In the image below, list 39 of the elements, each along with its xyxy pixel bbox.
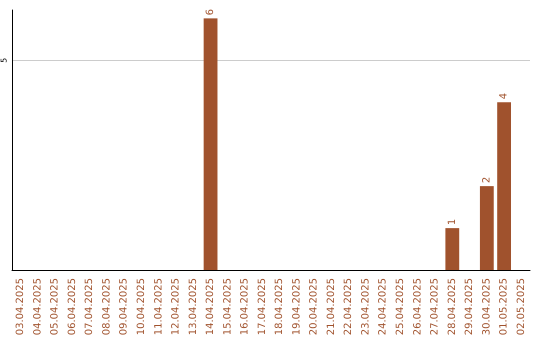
data-label: 1 bbox=[446, 218, 458, 226]
x-tick-label: 23.04.2025 bbox=[360, 278, 372, 336]
x-tick-label: 01.05.2025 bbox=[498, 278, 510, 336]
x-tick-label: 29.04.2025 bbox=[464, 278, 476, 336]
x-tick-label: 11.04.2025 bbox=[153, 278, 164, 336]
x-tick-label: 24.04.2025 bbox=[378, 278, 389, 336]
x-tick-label: 10.04.2025 bbox=[136, 278, 147, 336]
x-tick-label: 30.04.2025 bbox=[481, 278, 492, 336]
y-tick-label: 5 bbox=[0, 58, 8, 63]
bar bbox=[445, 228, 460, 270]
bar bbox=[204, 18, 218, 270]
x-tick-label: 26.04.2025 bbox=[412, 278, 424, 336]
data-label: 6 bbox=[205, 9, 216, 16]
x-tick-label: 03.04.2025 bbox=[15, 278, 26, 336]
x-tick-label: 06.04.2025 bbox=[66, 278, 78, 336]
x-tick-label: 25.04.2025 bbox=[395, 278, 406, 336]
x-tick-label: 17.04.2025 bbox=[256, 278, 268, 336]
x-tick-label: 02.05.2025 bbox=[516, 278, 527, 336]
bar bbox=[480, 186, 494, 270]
x-tick-label: 13.04.2025 bbox=[188, 278, 199, 336]
x-tick-label: 04.04.2025 bbox=[32, 278, 44, 336]
x-tick-label: 22.04.2025 bbox=[343, 278, 354, 336]
x-tick-label: 15.04.2025 bbox=[222, 278, 234, 336]
x-tick-label: 19.04.2025 bbox=[291, 278, 302, 336]
data-label: 2 bbox=[481, 176, 492, 184]
x-tick-label: 20.04.2025 bbox=[308, 278, 320, 336]
x-tick-label: 12.04.2025 bbox=[170, 278, 182, 336]
x-tick-label: 21.04.2025 bbox=[326, 278, 337, 336]
x-tick-label: 18.04.2025 bbox=[274, 278, 286, 336]
bar bbox=[497, 102, 512, 270]
x-tick-label: 07.04.2025 bbox=[84, 278, 96, 336]
x-tick-label: 05.04.2025 bbox=[50, 278, 61, 336]
x-tick-label: 16.04.2025 bbox=[240, 278, 251, 336]
x-tick-label: 28.04.2025 bbox=[446, 278, 458, 336]
x-tick-label: 08.04.2025 bbox=[101, 278, 112, 336]
x-tick-label: 14.04.2025 bbox=[205, 278, 216, 336]
x-tick-label: 27.04.2025 bbox=[430, 278, 441, 336]
data-label: 4 bbox=[498, 92, 510, 100]
x-tick-label: 09.04.2025 bbox=[118, 278, 130, 336]
